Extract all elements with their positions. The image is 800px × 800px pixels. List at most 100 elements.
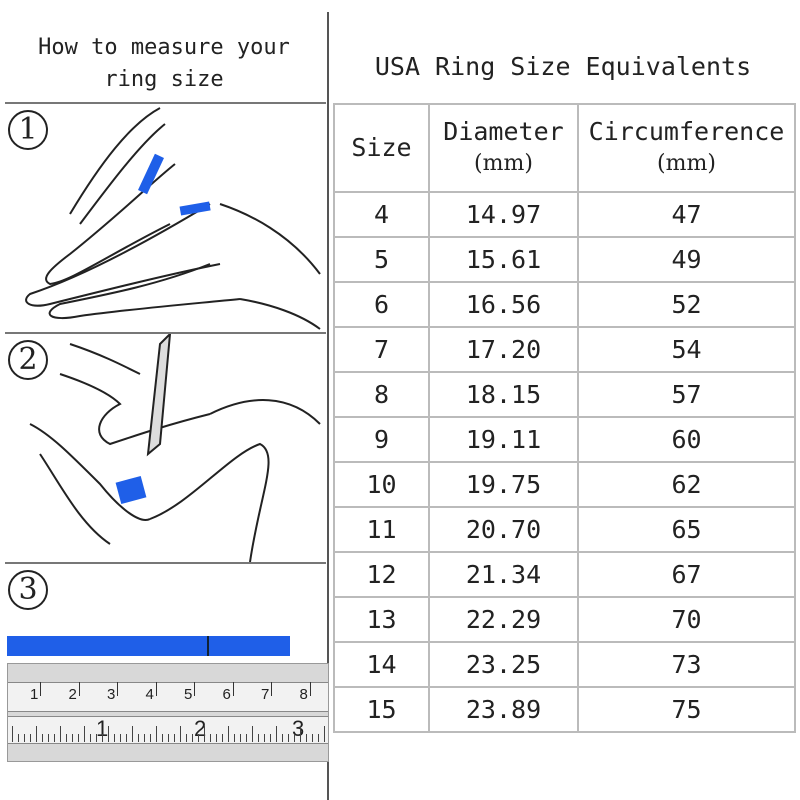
- table-row: 4 14.97 47: [333, 191, 796, 238]
- ruler-tick: [312, 734, 313, 742]
- ruler-tick: [246, 734, 247, 742]
- cell-circumference: 75: [577, 686, 796, 733]
- ruler-tick: [18, 734, 19, 742]
- ruler-inch-label: 1: [96, 716, 109, 741]
- ruler-tick: [180, 726, 181, 742]
- cell-circumference: 57: [577, 371, 796, 418]
- cell-diameter: 17.20: [428, 326, 579, 373]
- ruler-tick: [234, 734, 235, 742]
- ruler-tick: [282, 734, 283, 742]
- table-title: USA Ring Size Equivalents: [374, 52, 752, 81]
- ruler-tick: [270, 734, 271, 742]
- ruler-tick: [306, 734, 307, 742]
- cell-diameter: 14.97: [428, 191, 579, 238]
- ring-size-table: Size Diameter (mm) Circumference (mm) 4 14.…: [333, 103, 796, 733]
- ruler-tick: [36, 726, 37, 742]
- divider: [5, 102, 326, 104]
- ruler-cm-label: 5: [184, 686, 193, 703]
- cell-circumference: 60: [577, 416, 796, 463]
- divider: [5, 332, 326, 334]
- ruler-tick: [114, 734, 115, 742]
- ruler-tick: [240, 734, 241, 742]
- cell-diameter: 21.34: [428, 551, 579, 598]
- ruler-tick: [318, 734, 319, 742]
- cell-circumference: 54: [577, 326, 796, 373]
- cell-circumference: 62: [577, 461, 796, 508]
- divider: [5, 562, 326, 564]
- ruler-tick: [186, 734, 187, 742]
- ruler-tick: [108, 726, 109, 742]
- ruler-tick: [271, 682, 272, 696]
- ruler-tick: [276, 726, 277, 742]
- ruler-tick: [12, 726, 13, 742]
- step-3-badge: 3: [8, 570, 48, 610]
- ruler-tick: [150, 734, 151, 742]
- cell-diameter: 22.29: [428, 596, 579, 643]
- ruler-tick: [66, 734, 67, 742]
- ruler-tick: [96, 734, 97, 742]
- ruler-tick: [84, 726, 85, 742]
- table-header-row: Size Diameter (mm) Circumference (mm): [333, 103, 796, 193]
- ruler-tick: [90, 734, 91, 742]
- ruler-cm-label: 2: [68, 686, 77, 703]
- ruler-tick: [210, 734, 211, 742]
- ruler-tick: [40, 682, 41, 696]
- cell-size: 12: [333, 551, 430, 598]
- ruler-tick: [78, 734, 79, 742]
- ruler-tick: [192, 734, 193, 742]
- cell-size: 6: [333, 281, 430, 328]
- ruler-tick: [60, 726, 61, 742]
- ruler-cm-label: 8: [299, 686, 308, 703]
- ruler-tick: [252, 726, 253, 742]
- ruler-tick: [194, 682, 195, 696]
- cell-diameter: 23.25: [428, 641, 579, 688]
- cell-circumference: 67: [577, 551, 796, 598]
- ruler-tick: [117, 682, 118, 696]
- ruler-cm-label: 3: [107, 686, 116, 703]
- header-size: Size: [333, 103, 430, 193]
- hand-illustration-step2: [29, 334, 321, 562]
- ruler-tick: [102, 734, 103, 742]
- ruler-tick: [126, 734, 127, 742]
- cell-circumference: 65: [577, 506, 796, 553]
- measuring-strip: [7, 636, 290, 656]
- cell-diameter: 20.70: [428, 506, 579, 553]
- ruler-tick: [48, 734, 49, 742]
- ruler-inch-label: 3: [292, 716, 305, 741]
- cell-size: 11: [333, 506, 430, 553]
- ruler-tick: [30, 734, 31, 742]
- ruler-tick: [324, 726, 325, 742]
- vertical-divider: [327, 12, 329, 800]
- ruler-tick: [294, 734, 295, 742]
- strip-mark: [207, 636, 209, 656]
- ruler-cm-label: 4: [145, 686, 154, 703]
- ruler-tick: [54, 734, 55, 742]
- cell-diameter: 19.75: [428, 461, 579, 508]
- ruler-tick: [232, 682, 234, 696]
- table-row: 10 19.75 62: [333, 461, 796, 508]
- ruler-tick: [144, 734, 145, 742]
- header-circumference: Circumference (mm): [577, 103, 796, 193]
- ruler-tick: [264, 734, 265, 742]
- header-diameter: Diameter (mm): [428, 103, 579, 193]
- ruler-tick: [132, 726, 133, 742]
- table-row: 9 19.11 60: [333, 416, 796, 463]
- cell-circumference: 52: [577, 281, 796, 328]
- cell-circumference: 49: [577, 236, 796, 283]
- cell-size: 13: [333, 596, 430, 643]
- measure-title-line2: ring size: [104, 67, 224, 92]
- ruler-tick: [198, 734, 199, 742]
- ruler-cm-label: 6: [222, 686, 231, 703]
- cell-size: 5: [333, 236, 430, 283]
- ruler-tick: [216, 734, 217, 742]
- hand-illustration-step1: [25, 107, 321, 330]
- measure-title: How to measure your ring size: [0, 32, 328, 96]
- ruler-tick: [258, 734, 259, 742]
- table-row: 8 18.15 57: [333, 371, 796, 418]
- ruler-tick: [120, 734, 121, 742]
- cell-size: 4: [333, 191, 430, 238]
- ruler-tick: [309, 682, 311, 696]
- table-row: 15 23.89 75: [333, 686, 796, 733]
- cell-diameter: 18.15: [428, 371, 579, 418]
- ruler-tick: [300, 726, 301, 742]
